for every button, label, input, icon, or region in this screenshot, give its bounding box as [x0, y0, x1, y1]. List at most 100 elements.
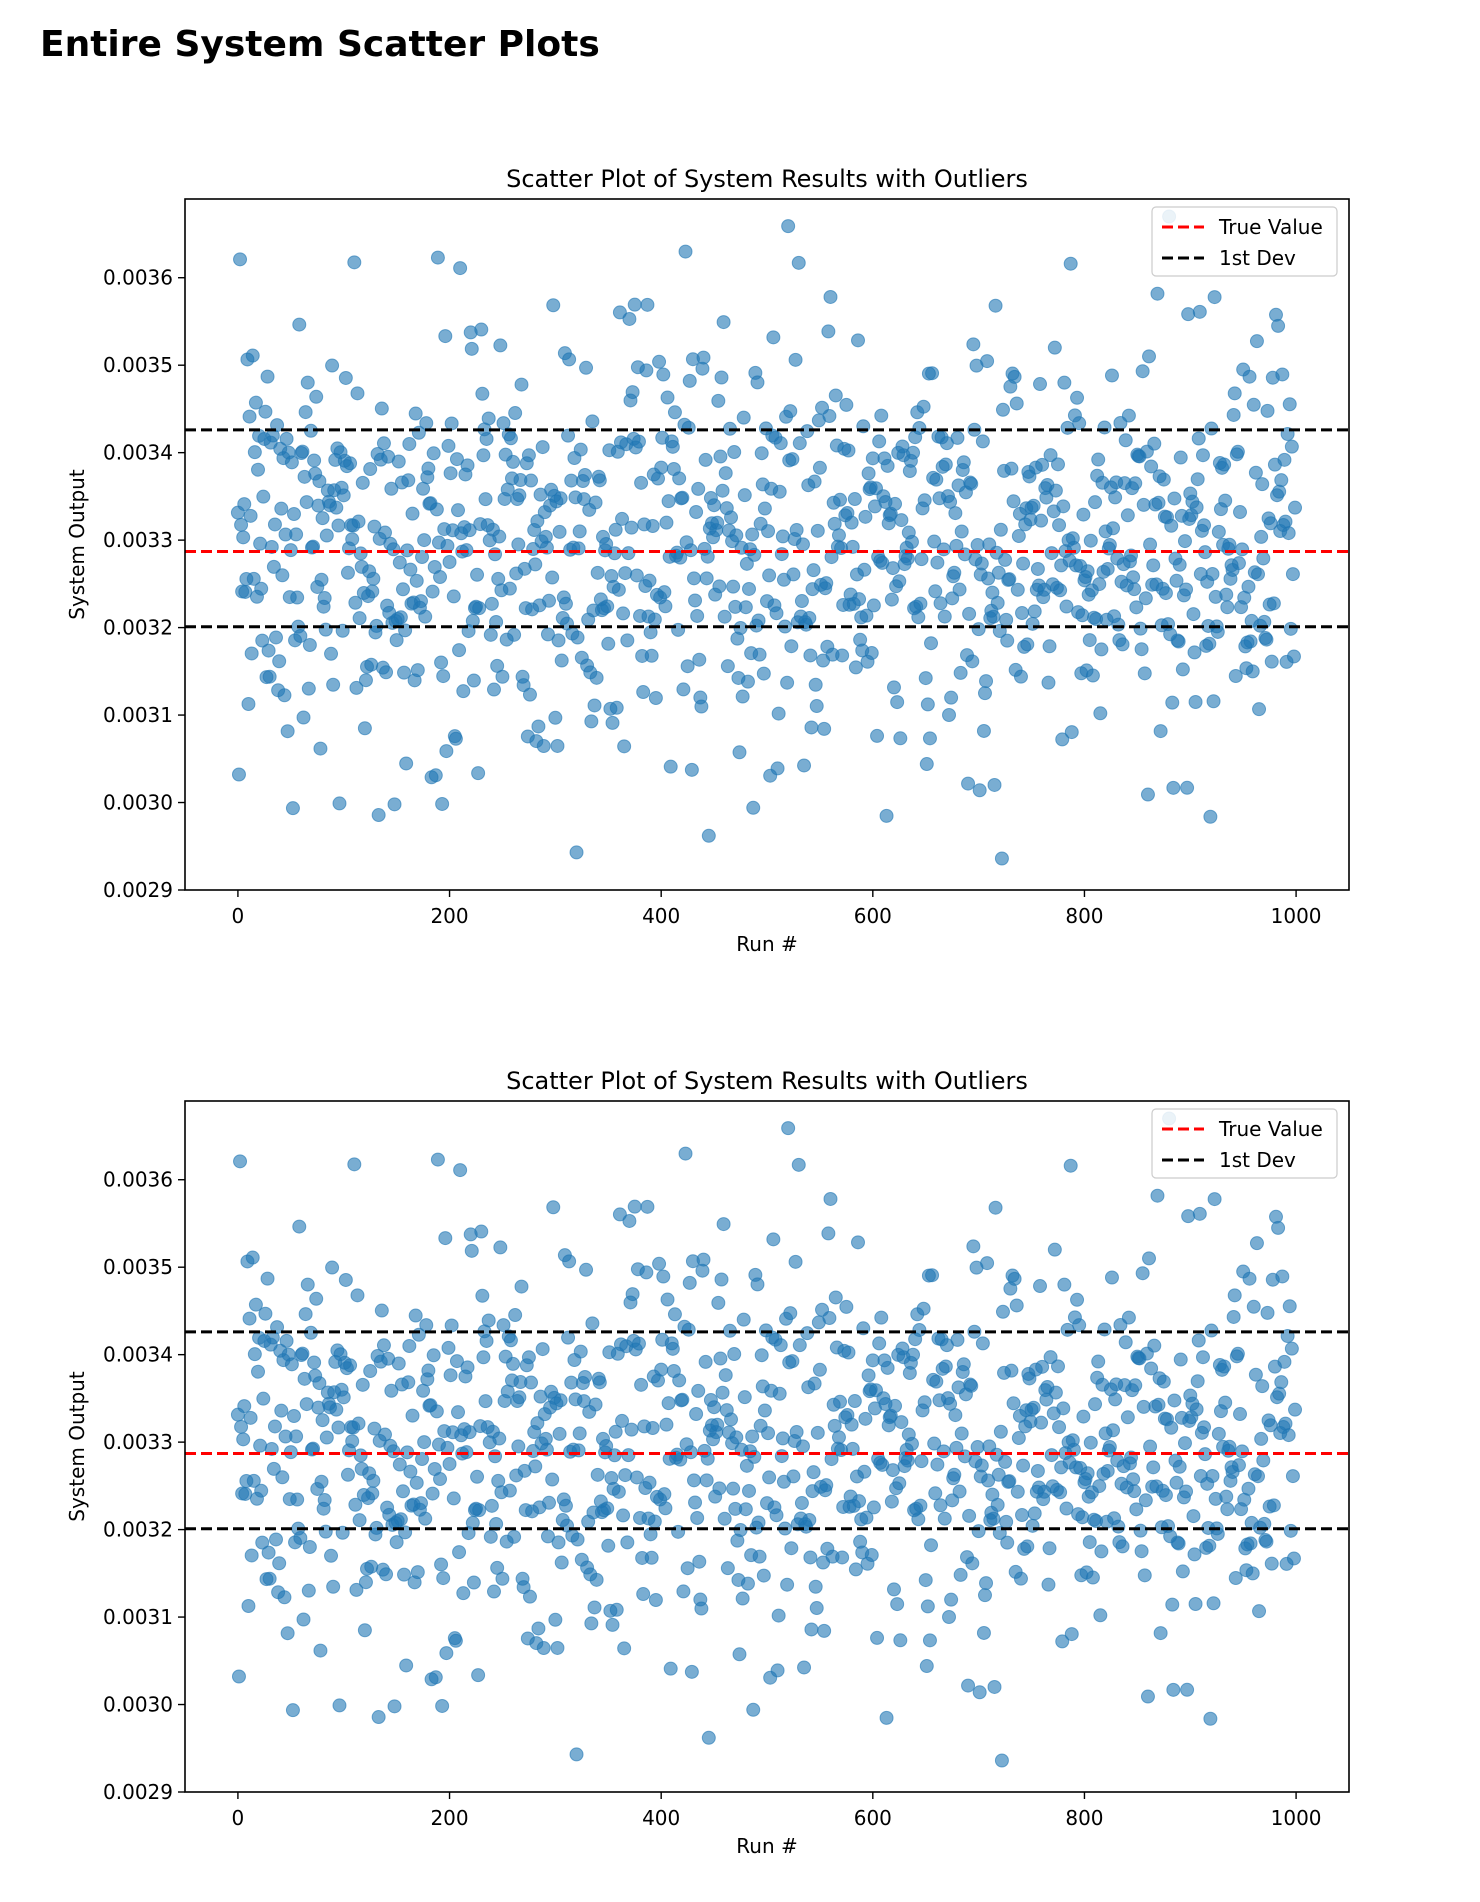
scatter-point — [1075, 1510, 1090, 1525]
scatter-point — [524, 1375, 539, 1390]
scatter-point — [1002, 572, 1017, 587]
scatter-point — [479, 1333, 494, 1348]
scatter-point — [998, 1454, 1013, 1469]
scatter-point — [248, 395, 263, 410]
scatter-point — [367, 1421, 382, 1436]
scatter-point — [1177, 1436, 1192, 1451]
scatter-point — [676, 682, 691, 697]
page-title: Entire System Scatter Plots — [40, 24, 600, 65]
scatter-point — [684, 762, 699, 777]
scatter-point — [475, 1288, 490, 1303]
scatter-point — [270, 418, 285, 433]
scatter-point — [618, 1468, 633, 1483]
scatter-point — [492, 529, 507, 544]
scatter-point — [435, 796, 450, 811]
scatter-point — [1100, 1463, 1115, 1478]
scatter-point — [496, 416, 511, 431]
scatter-point — [535, 440, 550, 455]
scatter-point — [374, 1303, 389, 1318]
scatter-point — [512, 1390, 527, 1405]
scatter-point — [550, 1640, 565, 1655]
scatter-points — [230, 209, 1303, 866]
scatter-point — [762, 1470, 777, 1485]
scatter-point — [1206, 694, 1221, 709]
scatter-point — [900, 1453, 915, 1468]
scatter-point — [999, 1514, 1014, 1529]
scatter-point — [750, 375, 765, 390]
scatter-point — [817, 721, 832, 736]
scatter-point — [1042, 639, 1057, 654]
scatter-point — [524, 473, 539, 488]
scatter-point — [1256, 1453, 1271, 1468]
scatter-point — [804, 1622, 819, 1637]
scatter-point — [1171, 1536, 1186, 1551]
scatter-point — [1127, 582, 1142, 597]
scatter-point — [927, 1436, 942, 1451]
scatter-point — [892, 574, 907, 589]
scatter-point — [319, 1430, 334, 1445]
scatter-point — [552, 524, 567, 539]
scatter-point — [590, 565, 605, 580]
x-tick-label: 0 — [232, 1806, 245, 1830]
scatter-point — [489, 614, 504, 629]
scatter-point — [686, 1473, 701, 1488]
scatter-point — [570, 1532, 585, 1547]
scatter-point — [1211, 1426, 1226, 1441]
scatter-point — [1013, 669, 1028, 684]
scatter-point — [251, 462, 266, 477]
scatter-point — [587, 698, 602, 713]
scatter-point — [1283, 1523, 1298, 1538]
scatter-point — [1171, 634, 1186, 649]
scatter-point — [1153, 1626, 1168, 1641]
scatter-point — [1197, 518, 1212, 533]
scatter-point — [508, 1308, 523, 1323]
scatter-point — [658, 1501, 673, 1516]
scatter-point — [314, 1474, 329, 1489]
scatter-point — [981, 1473, 996, 1488]
scatter-point — [657, 1487, 672, 1502]
scatter-point — [947, 1467, 962, 1482]
x-tick-label: 400 — [642, 1806, 680, 1830]
scatter-point — [1274, 1375, 1289, 1390]
scatter-point — [436, 669, 451, 684]
scatter-point — [1275, 367, 1290, 382]
legend-label: 1st Dev — [1219, 246, 1296, 270]
scatter-point — [295, 1346, 310, 1361]
scatter-point — [279, 431, 294, 446]
scatter-point — [622, 1213, 637, 1228]
scatter-point — [802, 611, 817, 625]
scatter-point — [1211, 524, 1226, 539]
scatter-point — [256, 489, 271, 504]
scatter-point — [429, 1404, 444, 1419]
scatter-point — [781, 219, 796, 234]
scatter-point — [874, 408, 889, 423]
scatter-point — [616, 1508, 631, 1523]
scatter-point — [866, 598, 881, 613]
scatter-point — [1034, 513, 1049, 528]
scatter-point — [884, 1494, 899, 1509]
scatter-point — [720, 1561, 735, 1576]
scatter-point — [1175, 662, 1190, 677]
scatter-point — [1085, 668, 1100, 683]
scatter-point — [1252, 702, 1267, 717]
scatter-point — [1135, 364, 1150, 379]
scatter-point — [617, 739, 632, 754]
scatter-point — [439, 1646, 454, 1661]
scatter-point — [737, 1390, 752, 1405]
scatter-point — [879, 1710, 894, 1725]
scatter-point — [349, 1582, 364, 1597]
scatter-point — [1277, 452, 1292, 467]
scatter-point — [953, 1567, 968, 1582]
scatter-point — [1048, 483, 1063, 498]
scatter-point — [1092, 1479, 1107, 1494]
scatter-point — [928, 1486, 943, 1501]
scatter-point — [258, 1306, 273, 1321]
scatter-point — [918, 671, 933, 686]
scatter-point — [1041, 1577, 1056, 1592]
scatter-point — [542, 1495, 557, 1510]
scatter-point — [631, 434, 646, 449]
scatter-point — [892, 1476, 907, 1491]
scatter-point — [1260, 403, 1275, 418]
scatter-point — [589, 670, 604, 685]
scatter-point — [833, 1394, 848, 1409]
